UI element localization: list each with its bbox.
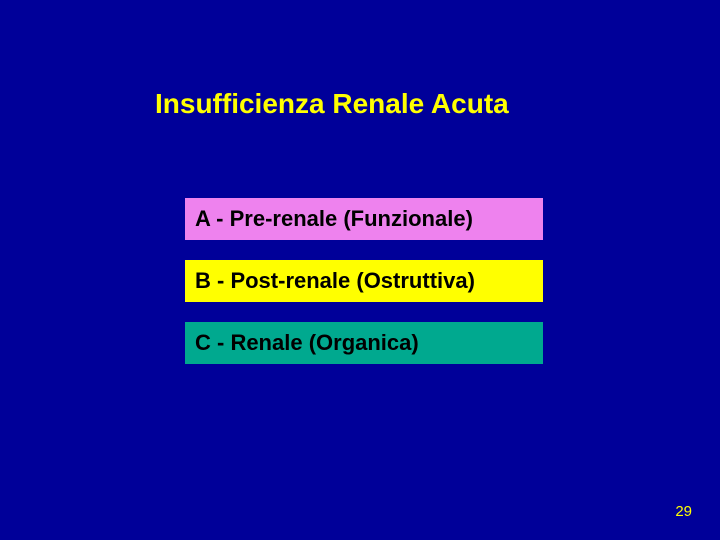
category-label-c: C - Renale (Organica) [195, 330, 419, 355]
slide-title: Insufficienza Renale Acuta [155, 88, 509, 120]
category-box-a: A - Pre-renale (Funzionale) [185, 198, 543, 240]
page-number: 29 [675, 503, 692, 520]
category-box-b: B - Post-renale (Ostruttiva) [185, 260, 543, 302]
category-label-a: A - Pre-renale (Funzionale) [195, 206, 473, 231]
category-box-c: C - Renale (Organica) [185, 322, 543, 364]
category-label-b: B - Post-renale (Ostruttiva) [195, 268, 475, 293]
